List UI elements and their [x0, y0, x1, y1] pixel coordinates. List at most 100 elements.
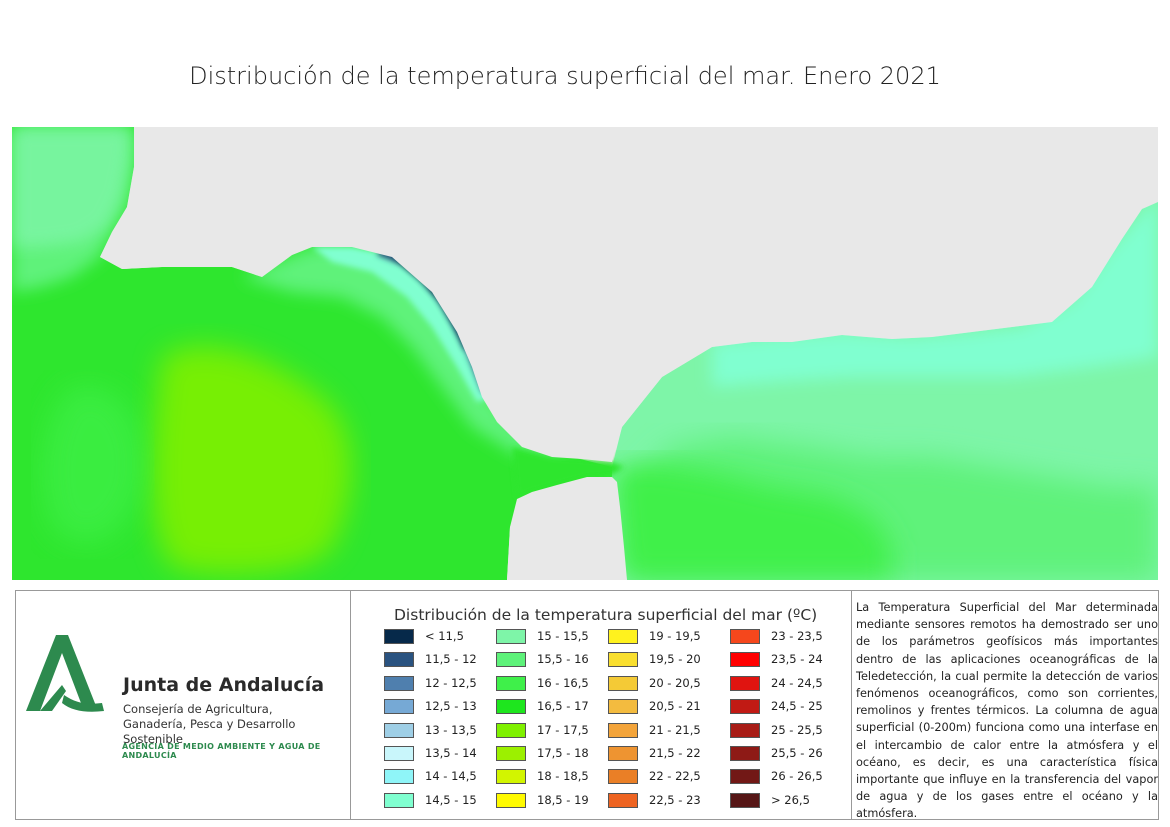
- legend-label: 22 - 22,5: [649, 769, 701, 784]
- legend-label: 23 - 23,5: [771, 629, 823, 643]
- legend-item: 20 - 20,5: [608, 675, 720, 692]
- legend-item: 15 - 15,5: [496, 629, 608, 645]
- legend-swatch: [496, 652, 526, 668]
- legend-title: Distribución de la temperatura superfici…: [394, 606, 818, 624]
- legend-label: 20 - 20,5: [649, 675, 701, 690]
- legend-item: 18,5 - 19: [496, 792, 608, 809]
- legend-swatch: [496, 746, 526, 761]
- legend-item: 21 - 21,5: [608, 722, 720, 739]
- page-title: Distribución de la temperatura superfici…: [189, 62, 941, 90]
- agency-name: AGENCIA DE MEDIO AMBIENTE Y AGUA DE ANDA…: [122, 742, 321, 760]
- legend-label: 18 - 18,5: [537, 769, 589, 784]
- legend-swatch: [496, 675, 526, 691]
- legend-item: 18 - 18,5: [496, 769, 608, 785]
- legend-label: 20,5 - 21: [649, 699, 701, 714]
- legend-item: 22 - 22,5: [608, 769, 720, 785]
- info-footer: Junta de Andalucía Consejería de Agricul…: [15, 590, 1159, 820]
- legend-item: 13,5 - 14: [384, 746, 496, 762]
- legend-item: 25 - 25,5: [730, 722, 842, 739]
- legend-label: 25 - 25,5: [771, 722, 823, 737]
- legend-panel: Distribución de la temperatura superfici…: [350, 591, 852, 819]
- legend-label: 13 - 13,5: [425, 722, 477, 737]
- legend-item: 11,5 - 12: [384, 652, 496, 668]
- logo-panel: Junta de Andalucía Consejería de Agricul…: [16, 591, 351, 819]
- legend-swatch: [608, 629, 638, 644]
- legend-swatch: [730, 792, 760, 808]
- legend-swatch: [496, 699, 526, 715]
- junta-andalucia-logo-icon: [24, 633, 114, 717]
- legend-label: 24,5 - 25: [771, 699, 823, 714]
- legend-label: 13,5 - 14: [425, 746, 477, 760]
- legend-swatch: [730, 629, 760, 644]
- legend-item: 26 - 26,5: [730, 769, 842, 785]
- legend-item: 16 - 16,5: [496, 675, 608, 692]
- map-canvas: [12, 127, 1158, 580]
- legend-swatch: [608, 652, 638, 668]
- legend-label: 14 - 14,5: [425, 769, 477, 784]
- legend-label: 19,5 - 20: [649, 652, 701, 667]
- legend-swatch: [384, 629, 414, 644]
- legend-swatch: [608, 699, 638, 715]
- legend-swatch: [608, 769, 638, 785]
- legend-item: 23 - 23,5: [730, 629, 842, 645]
- legend-label: 23,5 - 24: [771, 652, 823, 667]
- legend-swatch: [496, 792, 526, 808]
- legend-swatch: [384, 675, 414, 691]
- legend-item: 20,5 - 21: [608, 699, 720, 715]
- legend-item: 13 - 13,5: [384, 722, 496, 739]
- legend-item: 23,5 - 24: [730, 652, 842, 668]
- legend-label: 16 - 16,5: [537, 675, 589, 690]
- legend-item: 24,5 - 25: [730, 699, 842, 715]
- legend-swatch: [608, 792, 638, 808]
- legend-swatch: [384, 722, 414, 738]
- legend-swatch: [384, 699, 414, 715]
- legend-swatch: [384, 652, 414, 668]
- legend-swatch: [608, 722, 638, 738]
- sea-temperature-map[interactable]: [12, 127, 1158, 580]
- legend-label: 18,5 - 19: [537, 792, 589, 807]
- legend-swatch: [730, 722, 760, 738]
- legend-swatch: [384, 769, 414, 785]
- north-africa-land: [507, 477, 627, 580]
- legend-swatch: [496, 769, 526, 785]
- legend-item: 12,5 - 13: [384, 699, 496, 715]
- legend-swatch: [730, 699, 760, 715]
- legend-label: 14,5 - 15: [425, 792, 477, 807]
- legend-label: 17,5 - 18: [537, 746, 589, 760]
- legend-item: 21,5 - 22: [608, 746, 720, 762]
- legend-label: 16,5 - 17: [537, 699, 589, 714]
- legend-item: 15,5 - 16: [496, 652, 608, 668]
- legend-item: 17,5 - 18: [496, 746, 608, 762]
- legend-label: 12,5 - 13: [425, 699, 477, 714]
- legend-swatch: [730, 652, 760, 668]
- legend-label: 12 - 12,5: [425, 675, 477, 690]
- legend-label: > 26,5: [771, 792, 810, 807]
- legend-swatch: [496, 722, 526, 738]
- legend-item: 16,5 - 17: [496, 699, 608, 715]
- legend-label: < 11,5: [425, 629, 464, 643]
- legend-label: 19 - 19,5: [649, 629, 701, 643]
- legend-item: 17 - 17,5: [496, 722, 608, 739]
- legend-swatch: [730, 746, 760, 761]
- description-text: La Temperatura Superficial del Mar deter…: [856, 601, 1158, 821]
- legend-label: 11,5 - 12: [425, 652, 477, 667]
- org-name: Junta de Andalucía: [123, 674, 325, 696]
- legend-item: 14 - 14,5: [384, 769, 496, 785]
- legend-item: 22,5 - 23: [608, 792, 720, 809]
- legend-item: 24 - 24,5: [730, 675, 842, 692]
- legend-label: 22,5 - 23: [649, 792, 701, 807]
- legend-swatch: [384, 792, 414, 808]
- department-name: Consejería de Agricultura, Ganadería, Pe…: [123, 702, 296, 746]
- legend-swatch: [730, 769, 760, 785]
- mediterranean-sea: [612, 197, 1158, 580]
- legend-label: 25,5 - 26: [771, 746, 823, 760]
- description-panel: La Temperatura Superficial del Mar deter…: [852, 591, 1160, 820]
- legend-swatch: [384, 746, 414, 761]
- legend-item: > 26,5: [730, 792, 842, 809]
- legend-item: 19,5 - 20: [608, 652, 720, 668]
- legend-swatch: [608, 675, 638, 691]
- legend-item: 14,5 - 15: [384, 792, 496, 809]
- iberian-peninsula-land: [100, 127, 1158, 462]
- legend-label: 26 - 26,5: [771, 769, 823, 784]
- legend-label: 21 - 21,5: [649, 722, 701, 737]
